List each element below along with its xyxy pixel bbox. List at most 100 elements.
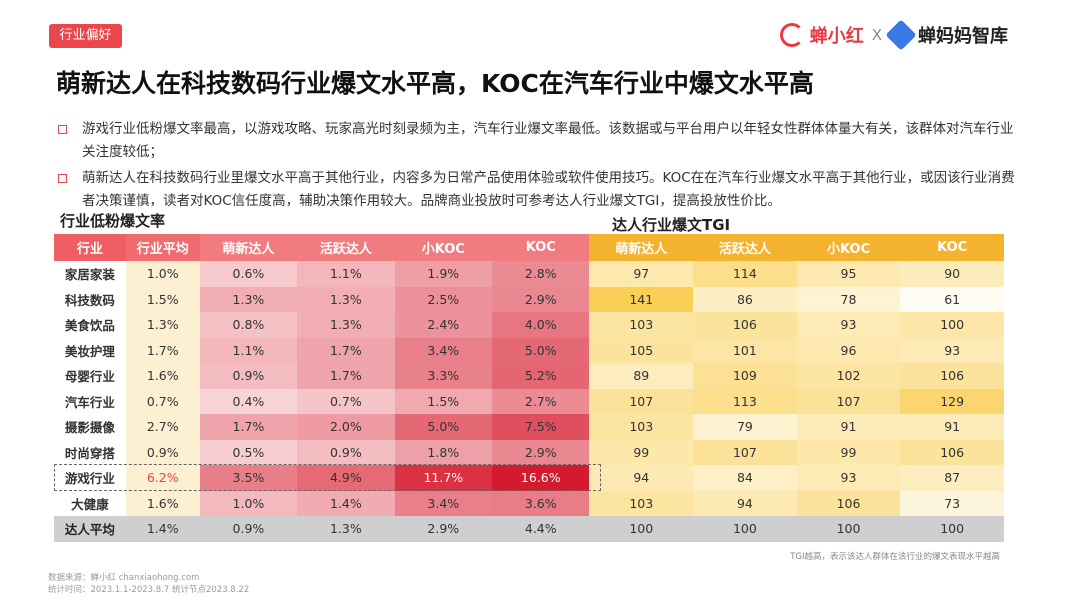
rate-cell: 1.1% (199, 337, 298, 363)
table-row: 汽车行业 0.7% 0.4% 0.7% 1.5% 2.7% 107 113 107 129 (54, 388, 1004, 414)
tgi-cell: 78 (796, 286, 901, 312)
rate-cell: 1.5% (394, 388, 493, 414)
tgi-cell: 100 (900, 312, 1004, 338)
tgi-cell: 90 (900, 261, 1004, 287)
rate-cell: 4.0% (492, 312, 590, 338)
industry-avg-rate: 1.6% (125, 363, 200, 389)
table-row: 美食饮品 1.3% 0.8% 1.3% 2.4% 4.0% 103 106 93 100 (54, 312, 1004, 338)
industry-name: 科技数码 (64, 292, 115, 308)
tgi-cell: 103 (589, 414, 694, 440)
rate-cell: 1.0% (199, 490, 298, 516)
industry-name: 美食饮品 (64, 318, 115, 334)
industry-avg-rate: 2.7% (125, 414, 200, 440)
industry-name: 美妆护理 (64, 343, 115, 359)
tgi-cell: 100 (796, 516, 901, 542)
tgi-cell: 101 (693, 337, 797, 363)
tgi-cell: 94 (693, 490, 797, 516)
industry-avg-rate: 0.7% (125, 388, 200, 414)
rate-cell: 2.0% (297, 414, 395, 440)
chanxiaohong-logo-icon (779, 23, 804, 47)
industry-name: 游戏行业 (64, 471, 115, 487)
brand-right: 蝉妈妈智库 (918, 26, 1008, 47)
tgi-cell: 107 (796, 388, 901, 414)
rate-cell: 0.4% (199, 388, 298, 414)
tgi-note: TGI越高，表示该达人群体在该行业的爆文表现水平越高 (790, 552, 1000, 562)
section-tag: 行业偏好 (49, 24, 122, 48)
rate-cell: 3.4% (394, 490, 493, 516)
tgi-cell: 106 (900, 363, 1004, 389)
rate-cell: 0.8% (199, 312, 298, 338)
rate-cell: 1.7% (297, 363, 395, 389)
rate-cell: 1.3% (297, 312, 395, 338)
rate-cell: 1.9% (394, 261, 493, 287)
rate-cell: 5.2% (492, 363, 590, 389)
tgi-cell: 103 (589, 490, 694, 516)
tgi-cell: 129 (900, 388, 1004, 414)
rate-cell: 3.4% (394, 337, 493, 363)
tgi-cell: 91 (900, 414, 1004, 440)
rate-cell: 2.8% (492, 261, 590, 287)
table-row: 大健康 1.6% 1.0% 1.4% 3.4% 3.6% 103 94 106 73 (54, 490, 1004, 516)
bullet-item: 萌新达人在科技数码行业里爆文水平高于其他行业，内容多为日常产品使用体验或软件使用… (56, 167, 1016, 213)
industry-name: 家居家装 (64, 267, 115, 283)
industry-table: 行业 行业平均 萌新达人 活跃达人 小KOC KOC 萌新达人 活跃达人 小KO… (54, 234, 1004, 542)
table-row: 时尚穿搭 0.9% 0.5% 0.9% 1.8% 2.9% 99 107 99 106 (54, 439, 1004, 465)
rate-cell: 5.0% (492, 337, 590, 363)
header-rate-active: 活跃达人 (297, 234, 395, 261)
industry-avg-rate: 1.5% (125, 286, 200, 312)
rate-cell: 1.3% (297, 516, 395, 542)
chanmama-logo-icon (885, 19, 917, 51)
rate-cell: 2.4% (394, 312, 493, 338)
table-header-row: 行业 行业平均 萌新达人 活跃达人 小KOC KOC 萌新达人 活跃达人 小KO… (54, 234, 1004, 261)
rate-cell: 0.9% (297, 439, 395, 465)
tgi-cell: 93 (796, 465, 901, 491)
tgi-cell: 99 (796, 439, 901, 465)
industry-avg-rate: 1.3% (125, 312, 200, 338)
industry-name: 汽车行业 (64, 394, 115, 410)
bullet-square-icon (58, 125, 67, 134)
tgi-cell: 97 (589, 261, 694, 287)
rate-cell: 1.7% (199, 414, 298, 440)
industry-name: 摄影摄像 (64, 420, 115, 436)
rate-cell: 1.8% (394, 439, 493, 465)
tgi-cell: 141 (589, 286, 694, 312)
industry-avg-rate: 1.6% (125, 490, 200, 516)
tgi-cell: 105 (589, 337, 694, 363)
tgi-cell: 96 (796, 337, 901, 363)
rate-cell: 3.5% (199, 465, 298, 491)
rate-cell: 0.6% (199, 261, 298, 287)
tgi-cell: 106 (796, 490, 901, 516)
tgi-cell: 99 (589, 439, 694, 465)
header-tgi-small-koc: 小KOC (796, 234, 901, 261)
tgi-cell: 73 (900, 490, 1004, 516)
tgi-cell: 109 (693, 363, 797, 389)
industry-avg-rate: 1.0% (125, 261, 200, 287)
rate-cell: 2.9% (492, 286, 590, 312)
table-row: 科技数码 1.5% 1.3% 1.3% 2.5% 2.9% 141 86 78 61 (54, 286, 1004, 312)
rate-cell: 1.1% (297, 261, 395, 287)
industry-name: 时尚穿搭 (64, 445, 115, 461)
table-row: 游戏行业 6.2% 3.5% 4.9% 11.7% 16.6% 94 84 93 87 (54, 465, 1004, 491)
bullet-text: 游戏行业低粉爆文率最高，以游戏攻略、玩家高光时刻录频为主，汽车行业爆文率最低。该… (82, 121, 1014, 160)
tgi-cell: 93 (900, 337, 1004, 363)
tgi-cell: 106 (900, 439, 1004, 465)
industry-avg-rate: 6.2% (125, 465, 200, 491)
bullet-list: 游戏行业低粉爆文率最高，以游戏攻略、玩家高光时刻录频为主，汽车行业爆文率最低。该… (56, 118, 1016, 216)
industry-name: 达人平均 (54, 516, 126, 542)
tgi-cell: 86 (693, 286, 797, 312)
tgi-cell: 84 (693, 465, 797, 491)
rate-cell: 4.9% (297, 465, 395, 491)
industry-name: 大健康 (71, 496, 109, 512)
header-industry-avg: 行业平均 (125, 234, 200, 261)
rate-cell: 0.5% (199, 439, 298, 465)
tgi-cell: 91 (796, 414, 901, 440)
tgi-cell: 103 (589, 312, 694, 338)
tgi-cell: 106 (693, 312, 797, 338)
bullet-item: 游戏行业低粉爆文率最高，以游戏攻略、玩家高光时刻录频为主，汽车行业爆文率最低。该… (56, 118, 1016, 164)
rate-cell: 2.7% (492, 388, 590, 414)
tgi-cell: 102 (796, 363, 901, 389)
tgi-cell: 100 (900, 516, 1004, 542)
industry-avg-rate: 1.4% (125, 516, 200, 542)
brand-logos: 蝉小红 X 蝉妈妈智库 (779, 19, 1008, 51)
rate-cell: 2.9% (394, 516, 493, 542)
